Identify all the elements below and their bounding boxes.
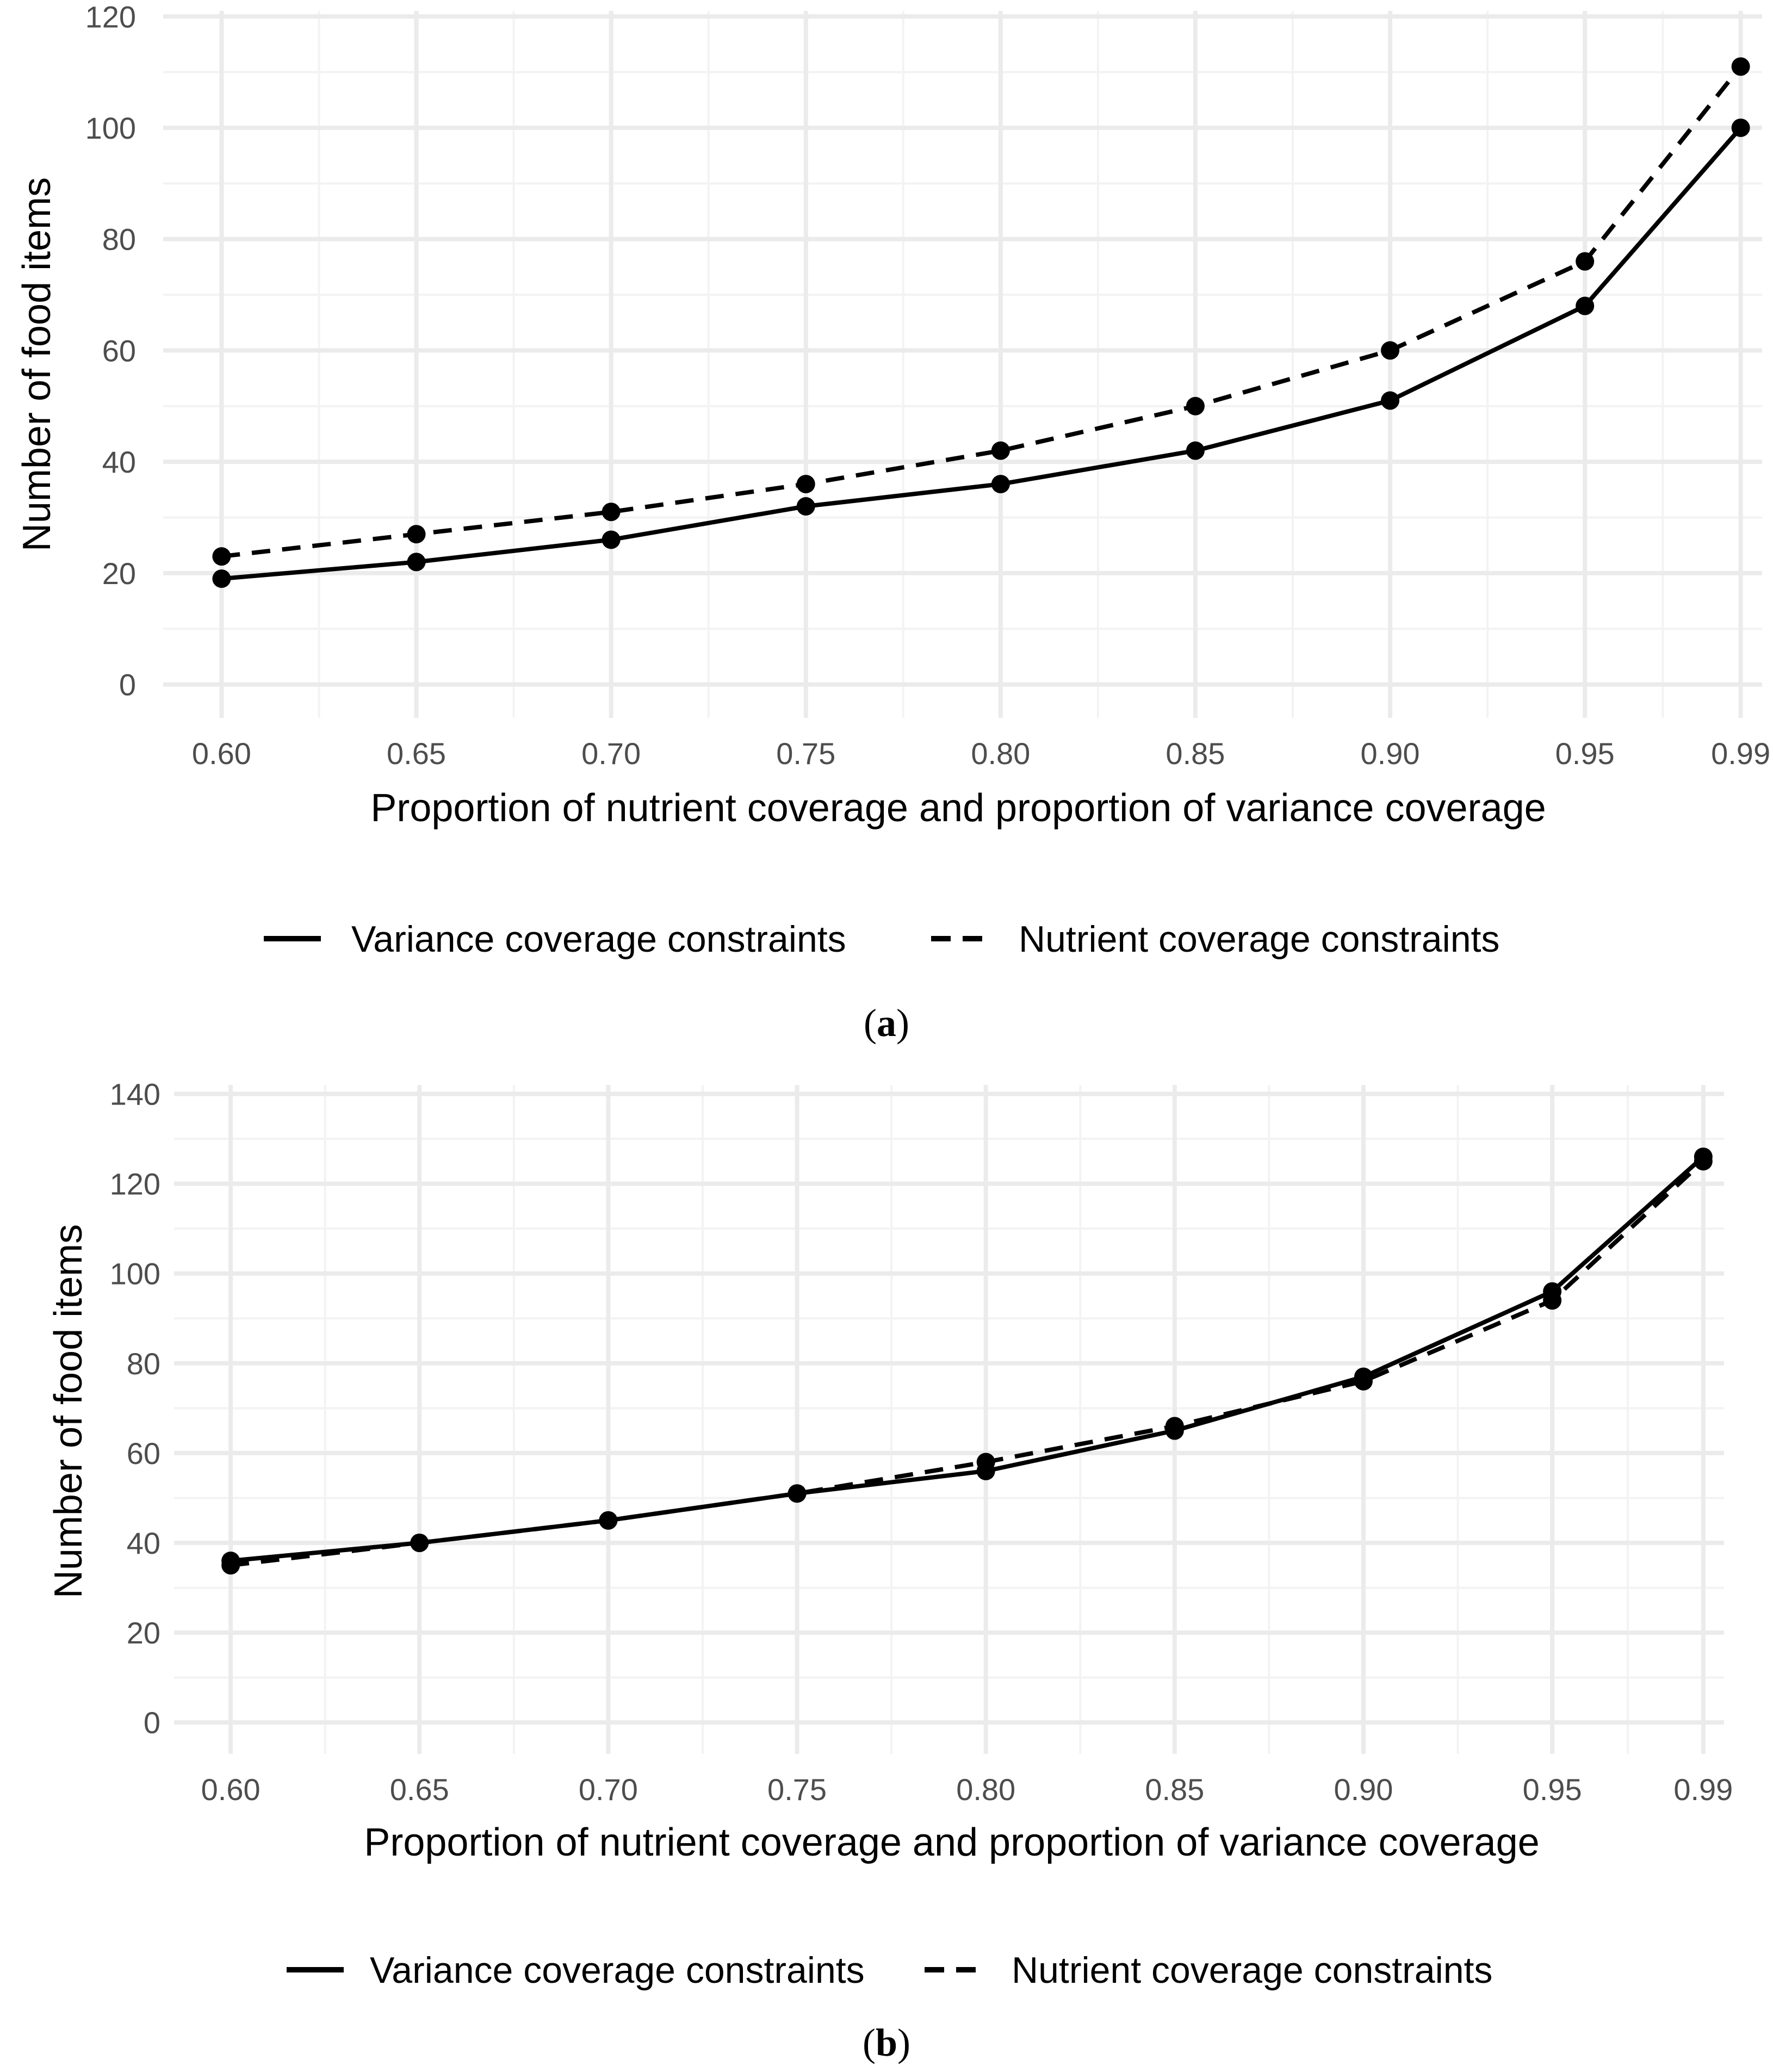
y-axis-title-b: Number of food items	[47, 1224, 90, 1598]
y-tick-label-60: 60	[127, 1436, 160, 1471]
x-tick-label-0.60: 0.60	[201, 1772, 261, 1807]
y-tick-label-20: 20	[102, 556, 136, 591]
x-tick-label-0.99: 0.99	[1673, 1772, 1733, 1807]
nutrient-point-0.95	[1543, 1291, 1562, 1310]
y-tick-label-60: 60	[102, 333, 136, 368]
nutrient-point-0.70	[599, 1511, 618, 1530]
nutrient-point-0.90	[1354, 1372, 1373, 1391]
nutrient-point-0.90	[1381, 341, 1400, 360]
variance-point-0.85	[1186, 441, 1205, 460]
nutrient-point-0.80	[991, 441, 1010, 460]
legend-label-nutrient-b: Nutrient coverage constraints	[1012, 1950, 1492, 1991]
legend-label-variance-b: Variance coverage constraints	[370, 1950, 865, 1991]
x-tick-labels-b: 0.60 0.65 0.70 0.75 0.80 0.85 0.90 0.95 0.99	[201, 1772, 1733, 1807]
nutrient-point-0.60	[221, 1556, 240, 1575]
nutrient-point-0.75	[796, 475, 815, 494]
panel-label-b: (b)	[863, 2021, 910, 2064]
legend-a: Variance coverage constraints Nutrient c…	[264, 919, 1499, 960]
y-tick-label-140: 140	[110, 1077, 160, 1112]
nutrient-point-0.80	[976, 1453, 995, 1472]
variance-point-0.90	[1381, 391, 1400, 410]
y-tick-label-0: 0	[144, 1705, 160, 1740]
y-tick-label-40: 40	[102, 445, 136, 479]
y-tick-label-80: 80	[102, 222, 136, 257]
x-tick-labels-a: 0.60 0.65 0.70 0.75 0.80 0.85 0.90 0.95 0.99	[192, 736, 1770, 771]
nutrient-point-0.60	[212, 547, 231, 566]
legend-label-nutrient-a: Nutrient coverage constraints	[1019, 919, 1499, 960]
minor-gridlines-b	[174, 1085, 1724, 1754]
x-tick-label-0.90: 0.90	[1361, 736, 1420, 771]
y-tick-labels-a: 0 20 40 60 80 100 120	[85, 0, 136, 702]
x-tick-label-0.95: 0.95	[1523, 1772, 1582, 1807]
nutrient-point-0.70	[602, 503, 621, 522]
x-tick-label-0.85: 0.85	[1166, 736, 1225, 771]
nutrient-point-0.99	[1731, 57, 1750, 76]
panel-label-a: (a)	[864, 1001, 909, 1045]
y-tick-label-40: 40	[127, 1526, 160, 1560]
x-tick-label-0.95: 0.95	[1555, 736, 1615, 771]
x-tick-label-0.75: 0.75	[767, 1772, 827, 1807]
panel-letter-a: a	[877, 1001, 896, 1045]
x-tick-label-0.80: 0.80	[956, 1772, 1015, 1807]
y-tick-label-0: 0	[119, 668, 136, 702]
panel-letter-b: b	[876, 2021, 897, 2064]
y-tick-label-80: 80	[127, 1347, 160, 1381]
variance-point-0.65	[407, 553, 426, 572]
y-tick-label-120: 120	[110, 1167, 160, 1201]
nutrient-point-0.99	[1694, 1152, 1713, 1171]
nutrient-point-0.85	[1165, 1417, 1184, 1436]
x-tick-label-0.80: 0.80	[971, 736, 1030, 771]
y-tick-label-100: 100	[110, 1257, 160, 1291]
y-tick-label-120: 120	[85, 0, 136, 34]
x-tick-label-0.75: 0.75	[776, 736, 835, 771]
y-axis-title-a: Number of food items	[15, 177, 59, 551]
variance-point-0.75	[796, 497, 815, 516]
legend-label-variance-a: Variance coverage constraints	[351, 919, 846, 960]
x-axis-title-b: Proportion of nutrient coverage and prop…	[364, 1821, 1539, 1864]
x-tick-label-0.65: 0.65	[390, 1772, 449, 1807]
x-tick-label-0.70: 0.70	[581, 736, 641, 771]
variance-point-0.80	[991, 475, 1010, 494]
x-tick-label-0.85: 0.85	[1145, 1772, 1204, 1807]
chart-panel-a: 0 20 40 60 80 100 120 0.60 0.65 0.70 0.75 0.80 0.85…	[15, 0, 1770, 1045]
x-tick-label-0.90: 0.90	[1334, 1772, 1393, 1807]
variance-point-0.60	[212, 569, 231, 588]
x-axis-title-a: Proportion of nutrient coverage and prop…	[370, 786, 1546, 830]
variance-point-0.95	[1576, 296, 1595, 315]
variance-point-0.70	[602, 530, 621, 549]
y-tick-label-100: 100	[85, 111, 136, 145]
nutrient-point-0.65	[410, 1534, 429, 1553]
legend-b: Variance coverage constraints Nutrient c…	[287, 1950, 1492, 1991]
x-tick-label-0.70: 0.70	[579, 1772, 638, 1807]
y-tick-label-20: 20	[127, 1616, 160, 1650]
data-points-a	[212, 57, 1750, 588]
x-tick-label-0.99: 0.99	[1711, 736, 1770, 771]
x-tick-label-0.65: 0.65	[387, 736, 446, 771]
nutrient-point-0.65	[407, 525, 426, 544]
nutrient-point-0.75	[788, 1484, 807, 1503]
nutrient-point-0.95	[1576, 252, 1595, 271]
y-tick-labels-b: 0 20 40 60 80 100 120 140	[110, 1077, 160, 1740]
major-gridlines-a	[163, 11, 1762, 718]
x-tick-label-0.60: 0.60	[192, 736, 251, 771]
nutrient-series-line-a	[221, 65, 1743, 559]
variance-point-0.99	[1731, 118, 1750, 137]
nutrient-point-0.85	[1186, 396, 1205, 415]
data-points-b	[221, 1147, 1713, 1575]
